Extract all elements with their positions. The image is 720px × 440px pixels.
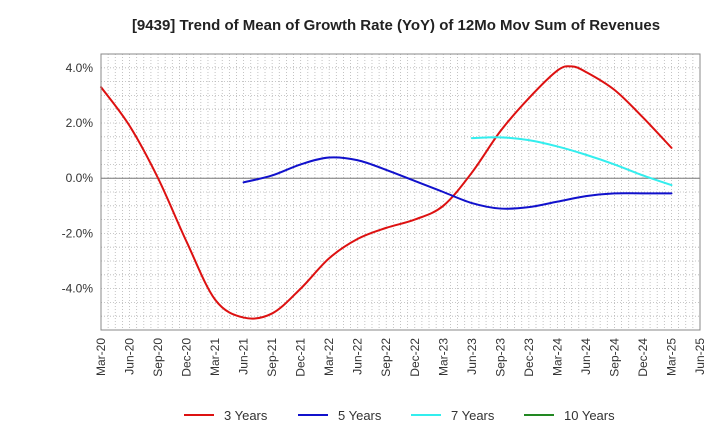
x-tick-label: Dec-22 <box>408 338 422 377</box>
x-tick-label: Jun-25 <box>693 338 707 375</box>
x-tick-label: Sep-22 <box>379 338 393 377</box>
series-layer <box>100 65 673 320</box>
y-axis-ticks: -4.0% -2.0% 0.0% 2.0% 4.0% <box>62 61 94 296</box>
x-axis-ticks: Mar-20 Jun-20 Sep-20 Dec-20 Mar-21 Jun-21 Sep-… <box>94 338 707 377</box>
x-tick-label: Jun-23 <box>465 338 479 375</box>
x-tick-label: Mar-21 <box>208 338 222 376</box>
x-tick-label: Sep-24 <box>607 338 621 377</box>
x-tick-label: Jun-21 <box>237 338 251 375</box>
y-tick-label: 0.0% <box>66 171 94 185</box>
x-tick-label: Sep-21 <box>265 338 279 377</box>
x-tick-label: Mar-22 <box>322 338 336 376</box>
x-tick-label: Dec-21 <box>294 338 308 377</box>
plot-frame <box>100 53 701 331</box>
x-tick-label: Dec-20 <box>180 338 194 377</box>
chart-title: [9439] Trend of Mean of Growth Rate (YoY… <box>132 17 660 34</box>
legend: 3 Years 5 Years 7 Years 10 Years <box>184 408 615 423</box>
x-tick-label: Jun-20 <box>123 338 137 375</box>
series-line-5-years <box>242 156 673 210</box>
legend-label-10-years: 10 Years <box>564 408 615 423</box>
y-tick-label: 4.0% <box>66 61 94 75</box>
x-tick-label: Dec-24 <box>636 338 650 377</box>
series-line-3-years <box>100 65 673 320</box>
grid-layer <box>100 54 701 330</box>
x-tick-label: Sep-20 <box>151 338 165 377</box>
legend-label-5-years: 5 Years <box>338 408 382 423</box>
legend-label-3-years: 3 Years <box>224 408 268 423</box>
y-tick-label: -4.0% <box>62 282 94 296</box>
x-tick-label: Mar-20 <box>94 338 108 376</box>
y-tick-label: -2.0% <box>62 226 94 240</box>
series-line-7-years <box>470 136 673 187</box>
x-tick-label: Mar-24 <box>550 338 564 376</box>
y-tick-label: 2.0% <box>66 116 94 130</box>
x-tick-label: Mar-25 <box>664 338 678 376</box>
x-tick-label: Jun-24 <box>579 338 593 375</box>
x-tick-label: Dec-23 <box>522 338 536 377</box>
x-tick-label: Mar-23 <box>436 338 450 376</box>
x-tick-label: Jun-22 <box>351 338 365 375</box>
x-tick-label: Sep-23 <box>493 338 507 377</box>
legend-label-7-years: 7 Years <box>451 408 495 423</box>
